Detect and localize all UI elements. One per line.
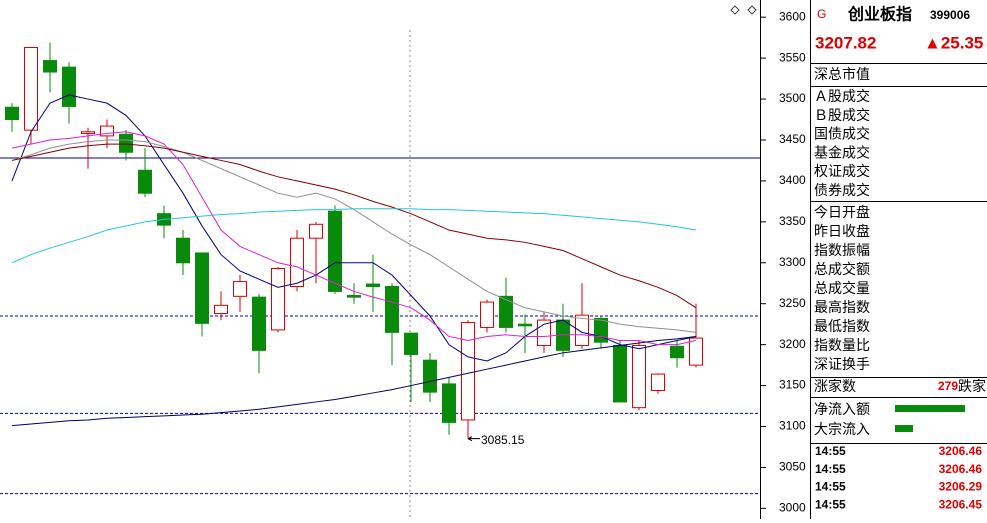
tick-price: 3206.46 xyxy=(939,462,983,476)
y-tick-label: 3350 xyxy=(779,214,806,228)
tick-time: 14:55 xyxy=(815,444,846,458)
candle-body xyxy=(499,295,513,328)
window-icons[interactable] xyxy=(730,5,757,15)
label: 昨日收盘 xyxy=(814,223,870,240)
y-tick-label: 3600 xyxy=(779,9,806,23)
candle-body xyxy=(518,323,532,327)
candle-body xyxy=(81,131,95,134)
tick-price: 3206.46 xyxy=(939,444,983,458)
flow-bar xyxy=(895,425,913,432)
candle-body xyxy=(651,373,665,391)
candle-body xyxy=(404,332,418,355)
label: 深证换手 xyxy=(814,356,870,373)
tick-time: 14:55 xyxy=(815,497,846,511)
y-tick-label: 3550 xyxy=(779,50,806,64)
candle-body xyxy=(328,210,342,292)
candle-body xyxy=(176,237,190,264)
price: 3207.82 xyxy=(815,33,876,52)
ma-line xyxy=(11,139,697,333)
candle-body xyxy=(632,344,646,409)
candle-body xyxy=(119,133,133,153)
flow-bar xyxy=(895,405,965,412)
label: 最低指数 xyxy=(814,319,870,335)
candle-body xyxy=(138,169,152,194)
candle-body xyxy=(43,60,57,73)
ma-line xyxy=(11,143,697,309)
candle-body xyxy=(271,268,285,331)
label: 国债成交 xyxy=(814,126,870,143)
ma-line xyxy=(11,335,697,427)
label: 债券成交 xyxy=(814,182,870,199)
label: 跌家 xyxy=(958,378,986,395)
y-tick-label: 3250 xyxy=(779,296,806,310)
candle-body xyxy=(290,237,304,288)
index-name: 创业板指 xyxy=(847,5,912,24)
tick-time: 14:55 xyxy=(815,480,846,494)
candle-body xyxy=(5,106,19,121)
candle-body xyxy=(366,283,380,288)
candle-body xyxy=(575,314,589,346)
candle-body xyxy=(62,66,76,107)
tick-price: 3206.29 xyxy=(939,480,983,494)
annotation: 3085.15 xyxy=(481,433,525,447)
candle-body xyxy=(347,295,361,298)
y-tick-label: 3450 xyxy=(779,132,806,146)
candle-body xyxy=(385,286,399,333)
candle-body xyxy=(100,125,114,137)
change: ▲25.35 xyxy=(924,33,983,52)
y-tick-label: 3050 xyxy=(779,460,806,474)
y-tick-label: 3300 xyxy=(779,255,806,269)
y-tick-label: 3100 xyxy=(779,419,806,433)
label: 净流入额 xyxy=(814,402,870,418)
candle-body xyxy=(24,46,38,131)
tick-price: 3206.45 xyxy=(939,497,983,511)
label: 基金成交 xyxy=(814,144,870,161)
candle-body xyxy=(195,252,209,324)
candle-body xyxy=(423,359,437,393)
candle-body xyxy=(214,304,228,315)
annotation-arrow xyxy=(467,436,480,442)
candle-body xyxy=(461,322,475,421)
index-code: 399006 xyxy=(930,8,970,22)
label: 大宗流入 xyxy=(814,422,870,438)
candle-body xyxy=(670,345,684,359)
label: 总成交额 xyxy=(814,261,870,278)
label: 权证成交 xyxy=(814,163,870,180)
candle-body xyxy=(480,301,494,328)
candle-body xyxy=(252,296,266,351)
label: 涨家数 xyxy=(814,378,856,395)
y-tick-label: 3400 xyxy=(779,173,806,187)
candle-body xyxy=(442,383,456,423)
label: 指数量比 xyxy=(814,338,870,354)
y-tick-label: 3000 xyxy=(779,501,806,515)
y-tick-label: 3200 xyxy=(779,337,806,351)
label: Ｂ股成交 xyxy=(814,107,870,124)
y-tick-label: 3500 xyxy=(779,91,806,105)
y-tick-label: 3150 xyxy=(779,378,806,392)
label: 总成交量 xyxy=(814,280,870,297)
ma-line xyxy=(11,131,697,346)
ma-line xyxy=(11,94,697,362)
ma-line xyxy=(11,208,697,264)
candle-body xyxy=(309,223,323,239)
flag: G xyxy=(817,7,826,21)
candle-body xyxy=(233,281,247,297)
label: Ａ股成交 xyxy=(814,88,870,105)
advance: 279 xyxy=(938,379,958,393)
tick-time: 14:55 xyxy=(815,462,846,476)
label: 今日开盘 xyxy=(814,204,870,221)
label: 最高指数 xyxy=(814,299,870,316)
candle-body xyxy=(689,337,703,366)
candle-body xyxy=(613,344,627,403)
label: 深总市值 xyxy=(814,66,870,83)
label: 指数振幅 xyxy=(814,243,870,259)
